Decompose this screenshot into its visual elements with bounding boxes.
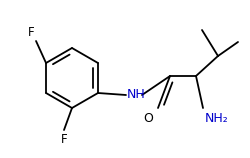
Text: F: F xyxy=(28,26,34,39)
Text: F: F xyxy=(61,133,67,146)
Text: NH₂: NH₂ xyxy=(205,112,229,125)
Text: NH: NH xyxy=(127,88,146,101)
Text: O: O xyxy=(143,112,153,125)
